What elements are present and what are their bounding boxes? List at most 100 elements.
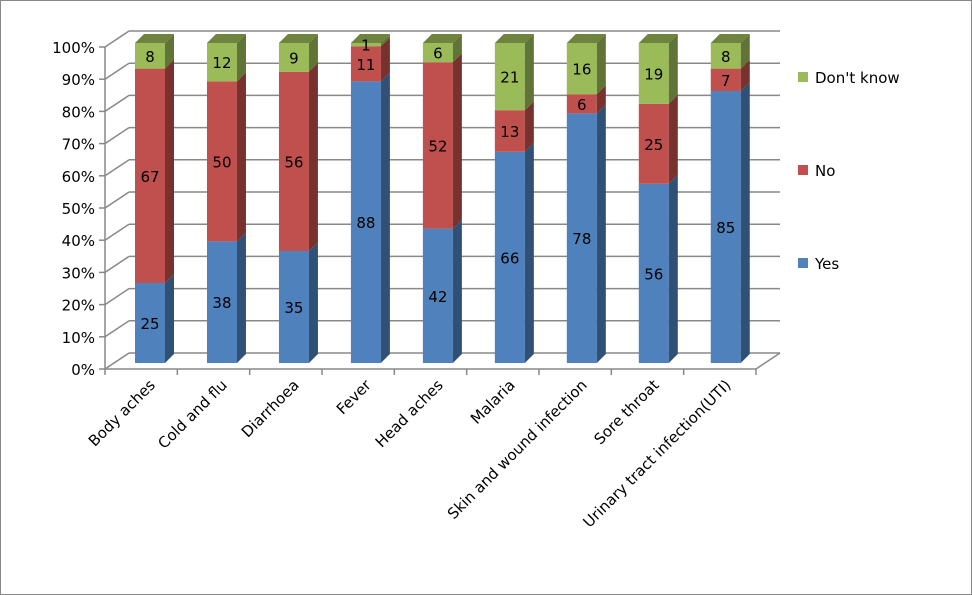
gridline-diagonal	[104, 94, 130, 113]
bar-side	[668, 174, 678, 363]
y-tick-label: 30%	[62, 264, 95, 282]
legend-label: Don't know	[815, 69, 900, 87]
bar-segment-no: 67	[135, 59, 174, 283]
bar-segment-yes: 42	[422, 219, 462, 363]
bar-top	[422, 34, 462, 43]
data-label: 1	[361, 37, 371, 55]
y-tick-label: 50%	[62, 200, 95, 218]
x-tick-label: Sore throat	[590, 376, 662, 448]
y-tick-label: 20%	[62, 297, 95, 315]
bar-front	[278, 71, 309, 251]
bar-segment-no: 11	[350, 37, 390, 82]
bar-side	[740, 34, 750, 69]
bar-side	[236, 72, 246, 242]
bar-segment-don-t-know: 12	[206, 34, 246, 82]
bar-segment-no: 13	[494, 101, 534, 152]
bar-front	[638, 43, 669, 104]
bar-front	[494, 43, 525, 111]
bar-front	[135, 43, 165, 69]
bar-front	[278, 251, 309, 363]
gridline-diagonal	[104, 223, 130, 241]
data-label: 56	[644, 265, 663, 283]
data-label: 12	[212, 54, 231, 72]
bar-front	[710, 68, 741, 91]
bar-segment-yes: 88	[350, 72, 390, 364]
y-tick-label: 0%	[71, 361, 95, 379]
bar-segment-yes: 38	[206, 232, 246, 363]
bar-side	[452, 53, 462, 229]
bar-side	[524, 34, 534, 111]
data-label: 19	[644, 65, 663, 83]
data-label: 7	[721, 72, 731, 90]
legend-label: No	[815, 162, 835, 180]
legend-item: No	[798, 162, 835, 180]
y-tick-label: 100%	[52, 39, 95, 57]
bar-segment-don-t-know: 19	[638, 34, 678, 104]
bar-front	[135, 283, 165, 363]
bar-top	[278, 34, 318, 43]
bar-front	[135, 68, 165, 283]
data-label: 8	[721, 48, 731, 66]
bar-front	[566, 113, 597, 364]
bar-front	[350, 46, 381, 82]
x-tick-label: Diarrhoea	[238, 376, 303, 441]
floor-edge	[755, 352, 781, 370]
data-label: 88	[356, 214, 375, 232]
data-label: 6	[577, 96, 587, 114]
bar-side	[308, 242, 318, 363]
gridline-diagonal	[104, 159, 130, 177]
bar-front	[422, 62, 453, 229]
bar-front	[350, 81, 381, 364]
gridline-diagonal	[104, 30, 130, 48]
gridline-diagonal	[104, 287, 130, 306]
legend-swatch	[798, 72, 808, 82]
bar-segment-don-t-know: 6	[422, 34, 462, 63]
bar-segment-don-t-know: 1	[350, 34, 390, 55]
bar-segment-no: 52	[422, 53, 462, 229]
legend-swatch	[798, 165, 808, 175]
data-label: 52	[428, 137, 447, 155]
bar-segment-no: 7	[710, 59, 750, 91]
bar-side	[380, 37, 390, 82]
x-tick-label: Head aches	[372, 376, 447, 451]
legend-item: Don't know	[798, 69, 900, 87]
bar-side	[165, 34, 174, 69]
data-label: 16	[572, 61, 591, 79]
bar-side	[380, 72, 390, 364]
bar-front	[206, 241, 237, 363]
gridline-diagonal	[104, 62, 130, 80]
data-label: 67	[140, 168, 159, 186]
x-tick-label: Body aches	[85, 376, 159, 450]
legend-label: Yes	[814, 255, 839, 273]
data-label: 38	[212, 294, 231, 312]
bar-top	[494, 34, 534, 43]
gridline-diagonal	[104, 126, 130, 145]
bar-front	[638, 183, 669, 363]
bar-segment-yes: 25	[135, 274, 174, 363]
data-label: 25	[644, 136, 663, 154]
bar-side	[308, 34, 318, 72]
data-label: 6	[433, 45, 443, 63]
data-label: 25	[140, 315, 159, 333]
bar-front	[278, 43, 309, 72]
bar-side	[452, 219, 462, 363]
bar-front	[422, 43, 453, 63]
y-tick-label: 40%	[62, 232, 95, 250]
bar-segment-no: 6	[566, 85, 606, 114]
data-label: 11	[356, 56, 375, 74]
bar-top	[566, 34, 606, 43]
data-label: 56	[284, 153, 303, 171]
bar-side	[668, 34, 678, 104]
gridline-diagonal	[104, 255, 130, 274]
bar-front	[494, 110, 525, 152]
bar-segment-yes: 35	[278, 242, 318, 363]
gridline-diagonal	[104, 191, 130, 209]
bar-segment-don-t-know: 16	[566, 34, 606, 95]
bar-top	[638, 34, 678, 43]
bar-side	[380, 34, 390, 47]
y-tick-label: 10%	[62, 329, 95, 347]
data-label: 85	[716, 219, 735, 237]
y-tick-label: 90%	[62, 71, 95, 89]
bar-front	[710, 91, 741, 363]
